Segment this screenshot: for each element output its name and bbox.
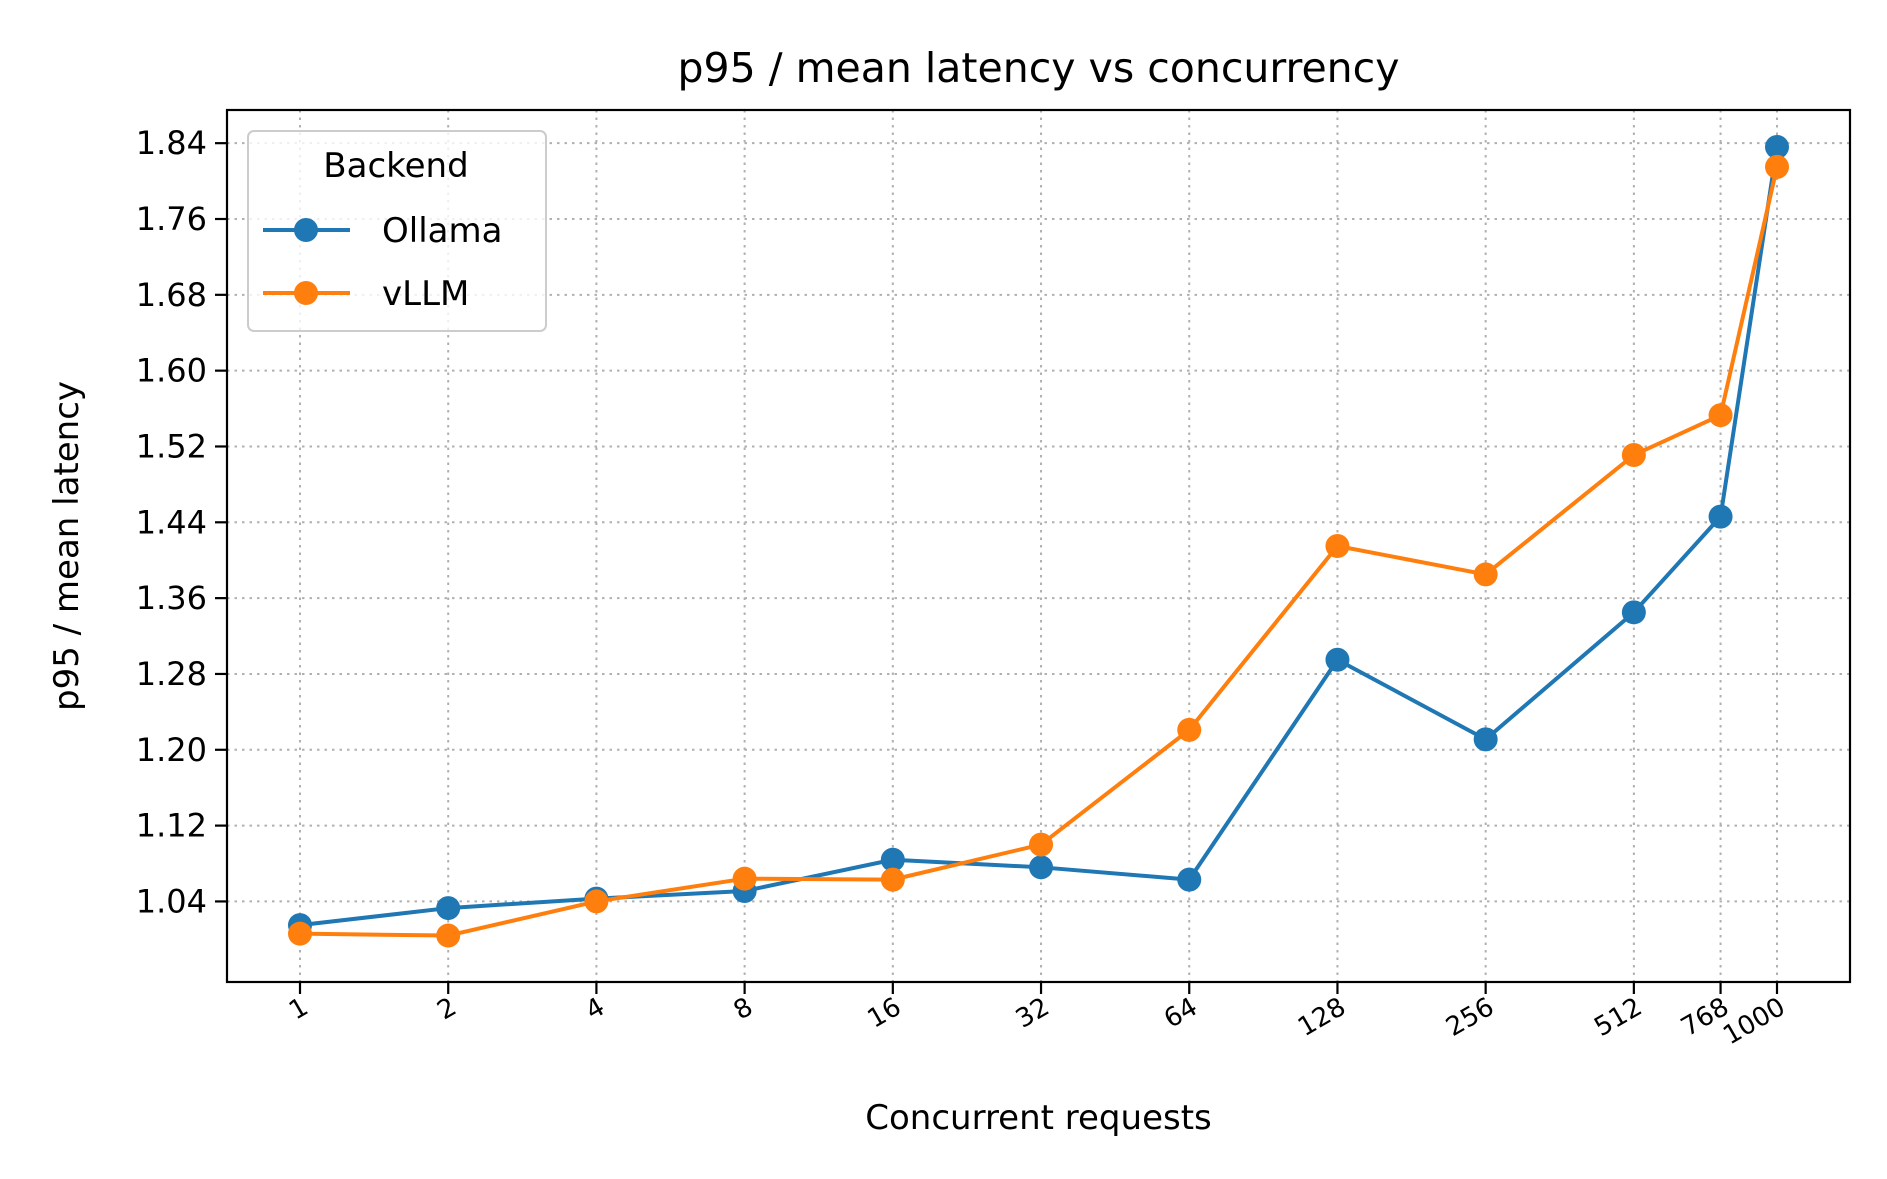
y-tick-label: 1.60	[136, 352, 207, 390]
y-tick-label: 1.52	[136, 427, 207, 465]
data-point-vllm	[880, 867, 905, 892]
y-tick-label: 1.04	[136, 882, 207, 920]
data-point-vllm	[584, 889, 609, 914]
x-axis-label: Concurrent requests	[865, 1098, 1212, 1138]
data-point-vllm	[1621, 443, 1646, 468]
data-point-vllm	[1325, 534, 1350, 558]
data-point-vllm	[436, 923, 461, 948]
data-point-ollama	[1765, 134, 1789, 159]
legend-marker-ollama	[294, 218, 318, 242]
y-tick-label: 1.12	[136, 807, 207, 845]
data-point-ollama	[1708, 504, 1733, 529]
legend-box	[247, 130, 547, 332]
y-tick-label: 1.84	[136, 124, 207, 162]
chart-title: p95 / mean latency vs concurrency	[678, 44, 1400, 92]
legend-title: Backend	[323, 146, 468, 186]
y-tick-label: 1.44	[136, 503, 207, 541]
data-point-ollama	[436, 896, 461, 921]
data-point-vllm	[1708, 403, 1733, 428]
data-point-vllm	[1473, 562, 1498, 587]
plot-frame	[225, 108, 1852, 984]
data-point-vllm	[732, 866, 757, 891]
plot-series	[288, 134, 1789, 948]
y-tick-label: 1.28	[136, 655, 207, 693]
y-axis-label: p95 / mean latency	[47, 381, 87, 711]
data-point-ollama	[1621, 600, 1646, 625]
legend: Backend Ollama vLLM	[247, 130, 547, 332]
legend-label-ollama: Ollama	[382, 211, 502, 251]
y-tick-label: 1.76	[136, 200, 207, 238]
legend-label-vllm: vLLM	[382, 274, 469, 314]
series-line-vllm	[298, 164, 1779, 938]
data-point-ollama	[1029, 855, 1054, 880]
y-tick-label: 1.36	[136, 579, 207, 617]
legend-marker-vllm	[294, 281, 318, 305]
data-point-vllm	[1177, 717, 1202, 742]
data-point-ollama	[880, 847, 905, 872]
axis-ticks: 1 2 4 8 16 32 64 128 256 512 76810001.041.121.201.…	[136, 124, 1791, 1051]
data-point-vllm	[1029, 832, 1054, 857]
data-point-vllm	[288, 921, 312, 946]
data-point-vllm	[1765, 154, 1789, 179]
data-point-ollama	[1473, 727, 1498, 752]
y-tick-label: 1.68	[136, 276, 207, 314]
data-point-ollama	[1177, 867, 1202, 892]
series-line-ollama	[298, 144, 1779, 928]
data-point-ollama	[1325, 647, 1350, 672]
y-tick-label: 1.20	[136, 731, 207, 769]
